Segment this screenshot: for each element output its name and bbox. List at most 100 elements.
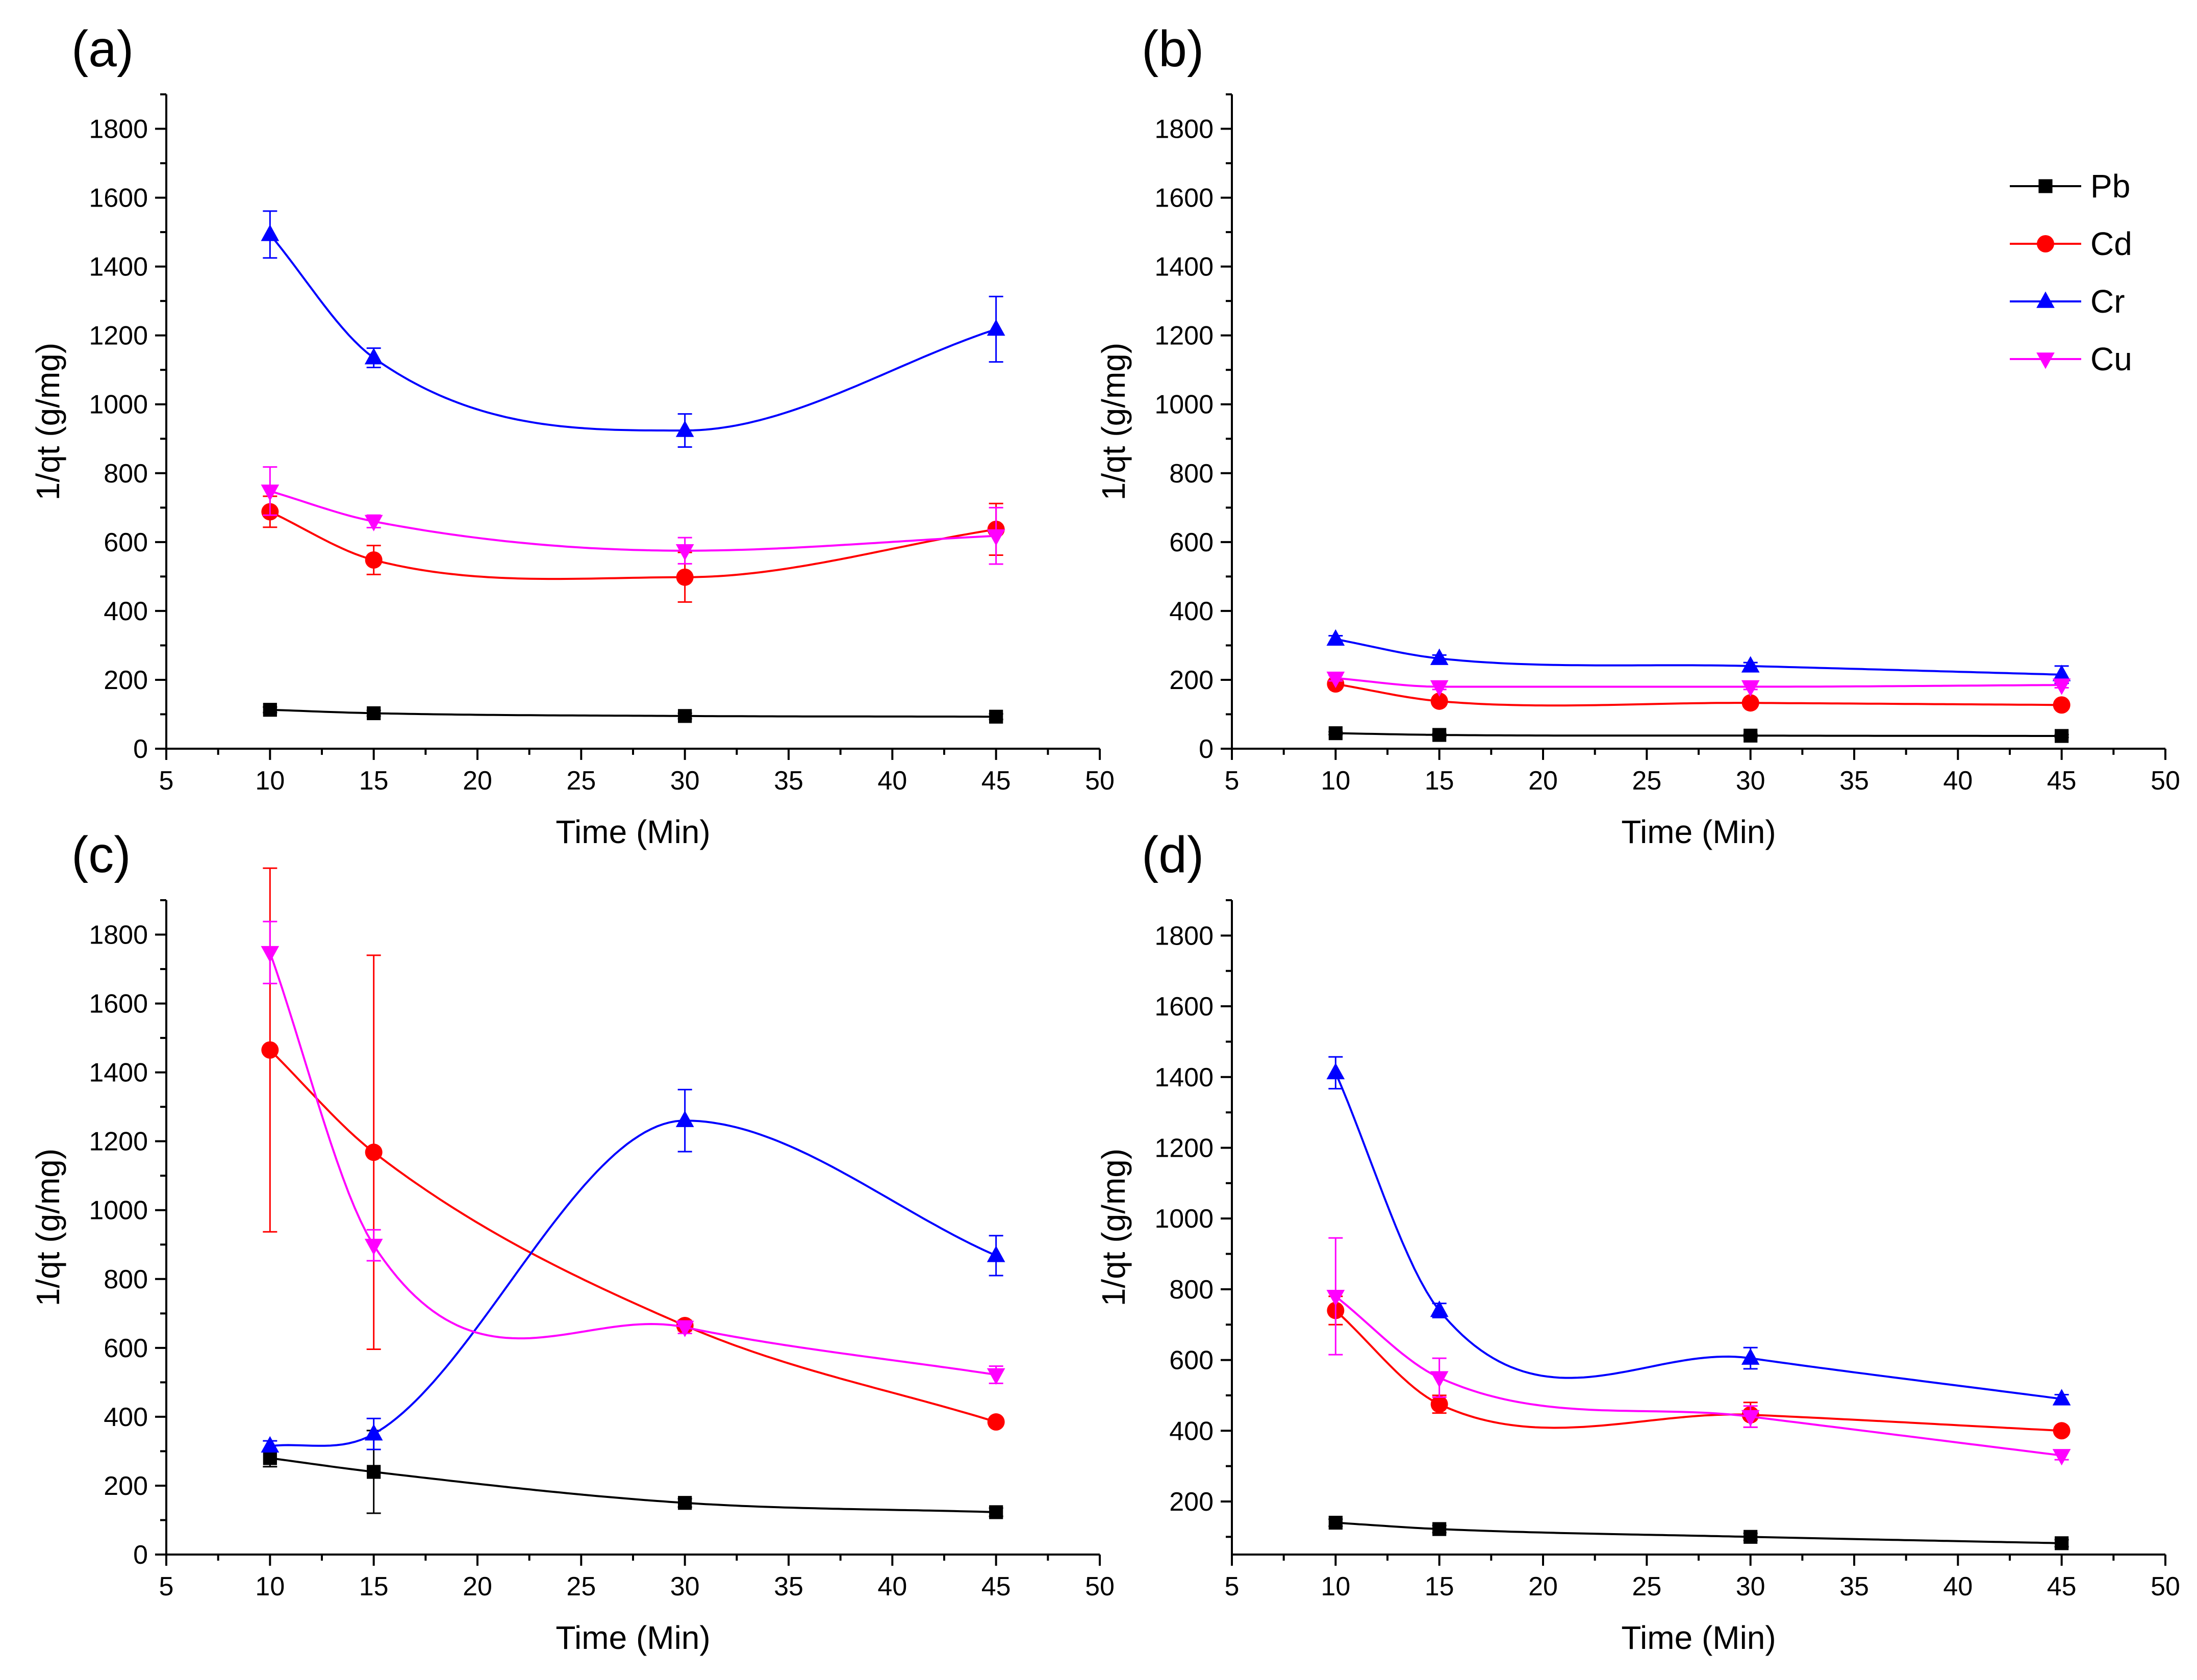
y-tick-label: 400 — [104, 597, 148, 626]
data-point — [1430, 692, 1448, 710]
y-tick-label: 0 — [133, 734, 148, 764]
data-point — [1328, 1515, 1343, 1530]
x-tick-label: 5 — [159, 1572, 174, 1601]
y-tick-label: 1400 — [1154, 252, 1214, 282]
x-tick-label: 40 — [1943, 766, 1973, 796]
data-point — [2052, 678, 2071, 695]
x-tick-label: 35 — [1839, 1572, 1869, 1601]
x-tick-label: 25 — [1632, 766, 1661, 796]
data-point — [1430, 1395, 1448, 1413]
series-line — [269, 952, 996, 1376]
x-tick-label: 35 — [1839, 766, 1869, 796]
x-tick-label: 40 — [877, 766, 907, 796]
data-point — [1744, 1530, 1758, 1544]
series-line — [1335, 1295, 2062, 1457]
series-cr — [1326, 1056, 2071, 1406]
series-line — [1335, 638, 2062, 676]
legend-marker — [2037, 235, 2054, 252]
x-tick-label: 20 — [1528, 766, 1558, 796]
x-tick-label: 30 — [1736, 1572, 1765, 1601]
series-line — [1335, 1521, 2062, 1544]
data-point — [367, 1465, 381, 1479]
data-point — [675, 420, 694, 437]
y-tick-label: 0 — [1199, 734, 1214, 764]
x-tick-label: 25 — [1632, 1572, 1661, 1601]
x-tick-label: 5 — [159, 766, 174, 796]
legend-entry-pb: Pb — [2010, 168, 2130, 205]
y-tick-label: 1800 — [1154, 921, 1214, 951]
data-point — [676, 568, 694, 586]
series-pb — [263, 703, 1003, 724]
y-tick-label: 1000 — [89, 390, 148, 420]
series-line — [1335, 732, 2062, 737]
series-cr — [261, 1088, 1005, 1453]
y-tick-label: 800 — [104, 1265, 148, 1294]
data-point — [2055, 1536, 2069, 1550]
legend: Pb Cd Cr Cu — [2010, 168, 2132, 377]
y-tick-label: 600 — [104, 1334, 148, 1363]
y-tick-label: 1000 — [89, 1196, 148, 1226]
x-tick-label: 25 — [566, 1572, 596, 1601]
panel-label: (a) — [71, 20, 134, 78]
x-tick-label: 15 — [1425, 1572, 1454, 1601]
series-cr — [261, 210, 1005, 448]
data-point — [2053, 1422, 2070, 1440]
data-point — [263, 1451, 277, 1465]
x-tick-label: 50 — [2151, 1572, 2180, 1601]
y-tick-label: 1800 — [1154, 115, 1214, 144]
panel-label: (d) — [1142, 826, 1204, 883]
data-point — [364, 348, 383, 365]
series-pb — [1328, 726, 2069, 743]
legend-label: Cr — [2090, 283, 2125, 320]
data-point — [2052, 1389, 2071, 1406]
chart-panel: (b) 5 10 15 20 25 30 35 40 45 50 0 200 400 600 800 1000 1… — [1095, 20, 2180, 850]
data-point — [261, 1436, 280, 1453]
legend-label: Cu — [2090, 341, 2132, 377]
x-axis-title: Time (Min) — [1621, 813, 1776, 850]
x-tick-label: 15 — [359, 766, 389, 796]
y-tick-label: 1000 — [1154, 390, 1214, 420]
y-tick-label: 1000 — [1154, 1204, 1214, 1234]
series-line — [269, 234, 997, 432]
data-point — [1328, 726, 1343, 741]
data-point — [1430, 1371, 1449, 1388]
x-tick-label: 20 — [463, 766, 492, 796]
y-tick-label: 1200 — [89, 321, 148, 351]
legend-label: Cd — [2090, 225, 2132, 262]
data-point — [1326, 671, 1345, 689]
y-tick-label: 400 — [1169, 1416, 1214, 1446]
series-cr — [1326, 629, 2071, 684]
x-tick-label: 5 — [1225, 1572, 1240, 1601]
series-cd — [261, 867, 1005, 1431]
legend-marker — [2036, 291, 2055, 308]
x-tick-label: 45 — [2047, 1572, 2077, 1601]
y-tick-label: 1600 — [1154, 184, 1214, 213]
data-point — [987, 529, 1005, 546]
data-point — [261, 224, 280, 241]
data-point — [1430, 648, 1449, 665]
data-point — [261, 485, 280, 501]
x-tick-label: 30 — [670, 1572, 700, 1601]
series-cu — [261, 466, 1005, 565]
data-point — [2053, 696, 2070, 714]
x-tick-label: 40 — [1943, 1572, 1973, 1601]
y-tick-label: 200 — [104, 666, 148, 695]
data-point — [1741, 1348, 1760, 1365]
x-tick-label: 5 — [1225, 766, 1240, 796]
series-pb — [1328, 1515, 2069, 1550]
y-tick-label: 400 — [104, 1403, 148, 1432]
data-point — [364, 515, 383, 531]
data-point — [1326, 1289, 1345, 1307]
data-point — [261, 1041, 279, 1059]
data-point — [987, 319, 1005, 336]
data-point — [1741, 694, 1759, 712]
x-tick-label: 10 — [1321, 766, 1350, 796]
y-tick-label: 1800 — [89, 921, 148, 950]
series-line — [1335, 677, 2062, 688]
series-line — [1334, 1072, 2062, 1400]
data-point — [989, 709, 1003, 724]
data-point — [364, 1424, 383, 1441]
x-tick-label: 50 — [2151, 766, 2180, 796]
x-tick-label: 10 — [255, 766, 285, 796]
